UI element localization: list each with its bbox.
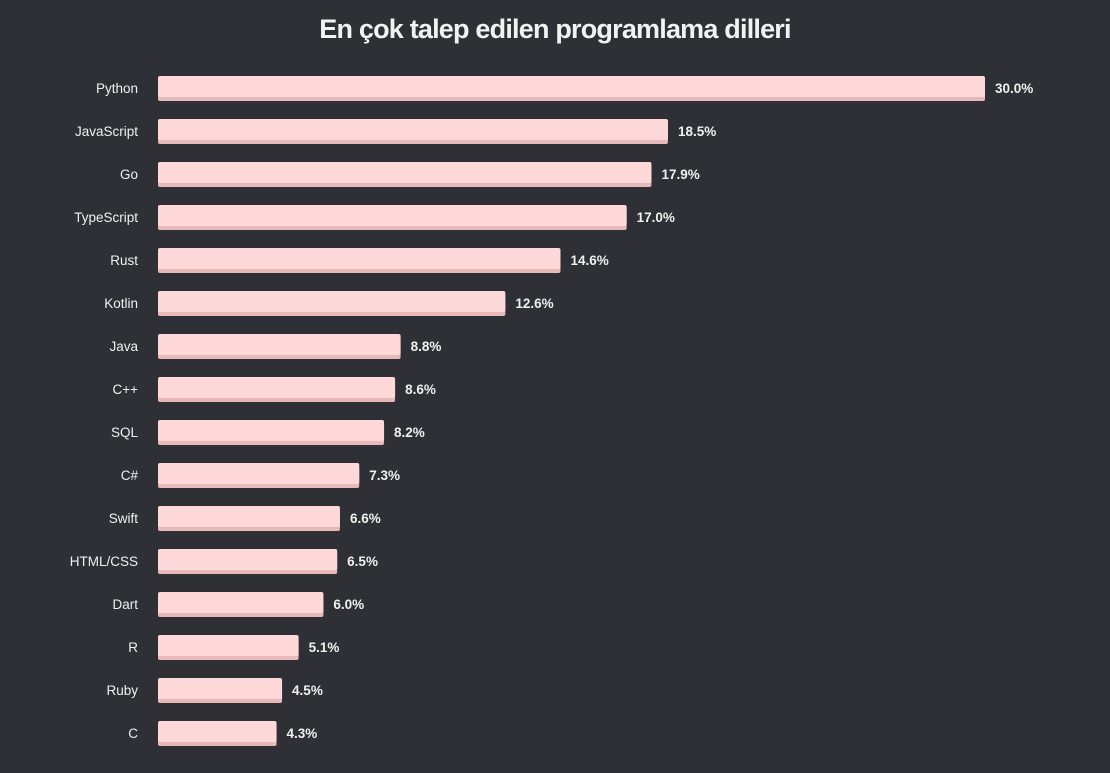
value-label: 8.6%	[405, 382, 436, 397]
category-label: SQL	[111, 425, 139, 440]
bar	[158, 506, 340, 527]
value-label: 30.0%	[995, 81, 1033, 96]
value-label: 5.1%	[309, 640, 340, 655]
bar-group-java: Java 8.8%	[109, 334, 441, 359]
category-label: Ruby	[106, 683, 138, 698]
category-label: HTML/CSS	[70, 554, 138, 569]
category-label: C	[128, 726, 138, 741]
bar-group-kotlin: Kotlin 12.6%	[104, 291, 554, 316]
bar-group-sql: SQL 8.2%	[111, 420, 425, 445]
bar	[158, 291, 506, 312]
bar	[158, 635, 299, 656]
bar-group-python: Python 30.0%	[96, 76, 1033, 101]
category-label: JavaScript	[75, 124, 138, 139]
category-label: Python	[96, 81, 138, 96]
bar	[158, 592, 324, 613]
category-label: Dart	[112, 597, 138, 612]
category-label: R	[128, 640, 138, 655]
category-label: Swift	[109, 511, 139, 526]
bar-group-html-css: HTML/CSS 6.5%	[70, 549, 378, 574]
value-label: 6.0%	[333, 597, 364, 612]
bar-group-c: C 4.3%	[128, 721, 317, 746]
bar	[158, 377, 396, 398]
value-label: 6.6%	[350, 511, 381, 526]
bar-group-c-: C++ 8.6%	[112, 377, 436, 402]
bar-group-javascript: JavaScript 18.5%	[75, 119, 716, 144]
value-label: 4.3%	[287, 726, 318, 741]
bar	[158, 721, 277, 742]
value-label: 8.2%	[394, 425, 425, 440]
value-label: 4.5%	[292, 683, 323, 698]
category-label: Java	[109, 339, 138, 354]
bar	[158, 248, 561, 269]
category-label: Rust	[110, 253, 138, 268]
bar-group-rust: Rust 14.6%	[110, 248, 609, 273]
category-label: Kotlin	[104, 296, 138, 311]
category-label: TypeScript	[74, 210, 138, 225]
bar	[158, 549, 338, 570]
bar	[158, 678, 283, 699]
value-label: 17.0%	[637, 210, 675, 225]
bar-group-c-: C# 7.3%	[121, 463, 400, 488]
value-label: 18.5%	[678, 124, 716, 139]
bar	[158, 334, 401, 355]
bar	[158, 119, 668, 140]
category-label: Go	[120, 167, 138, 182]
bar	[158, 420, 385, 441]
bar	[158, 76, 985, 97]
bar	[158, 463, 360, 484]
bar-group-ruby: Ruby 4.5%	[106, 678, 323, 703]
bar-group-typescript: TypeScript 17.0%	[74, 205, 675, 230]
value-label: 8.8%	[411, 339, 442, 354]
value-label: 17.9%	[661, 167, 699, 182]
value-label: 14.6%	[570, 253, 608, 268]
bar-group-go: Go 17.9%	[120, 162, 700, 187]
bar	[158, 205, 627, 226]
category-label: C++	[112, 382, 138, 397]
value-label: 12.6%	[515, 296, 553, 311]
value-label: 6.5%	[347, 554, 378, 569]
bar	[158, 162, 652, 183]
bar-group-r: R 5.1%	[128, 635, 339, 660]
chart-title: En çok talep edilen programlama dilleri	[319, 14, 791, 44]
bar-group-dart: Dart 6.0%	[112, 592, 364, 617]
bar-group-swift: Swift 6.6%	[109, 506, 381, 531]
value-label: 7.3%	[369, 468, 400, 483]
category-label: C#	[121, 468, 139, 483]
